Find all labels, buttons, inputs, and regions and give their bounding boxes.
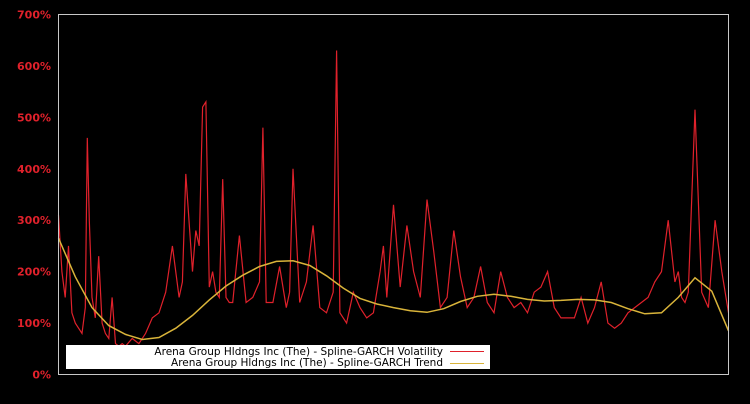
y-axis: 0% 100% 200% 300% 400% 500% 600% 700% (17, 9, 51, 382)
y-tick-label: 400% (17, 163, 51, 176)
y-tick-label: 100% (17, 317, 51, 330)
y-tick-label: 200% (17, 266, 51, 279)
y-tick-label: 500% (17, 111, 51, 124)
y-tick-label: 700% (17, 9, 51, 22)
trend-series-line (57, 237, 730, 341)
y-tick-label: 300% (17, 214, 51, 227)
legend-box (66, 345, 490, 369)
legend: Arena Group Hldngs Inc (The) - Spline-GA… (66, 345, 490, 369)
legend-label-trend: Arena Group Hldngs Inc (The) - Spline-GA… (171, 357, 443, 369)
plot-frame (58, 14, 729, 375)
y-tick-label: 600% (17, 60, 51, 73)
legend-label-volatility: Arena Group Hldngs Inc (The) - Spline-GA… (154, 346, 443, 358)
y-tick-label: 0% (32, 369, 51, 382)
